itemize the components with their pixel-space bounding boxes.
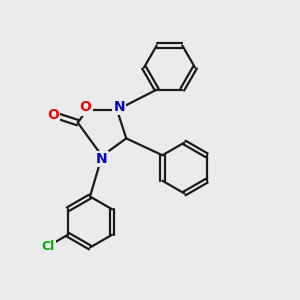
- Text: Cl: Cl: [42, 239, 55, 253]
- Text: O: O: [47, 108, 59, 122]
- Text: N: N: [96, 152, 108, 166]
- Text: N: N: [114, 100, 125, 114]
- Text: O: O: [80, 100, 92, 115]
